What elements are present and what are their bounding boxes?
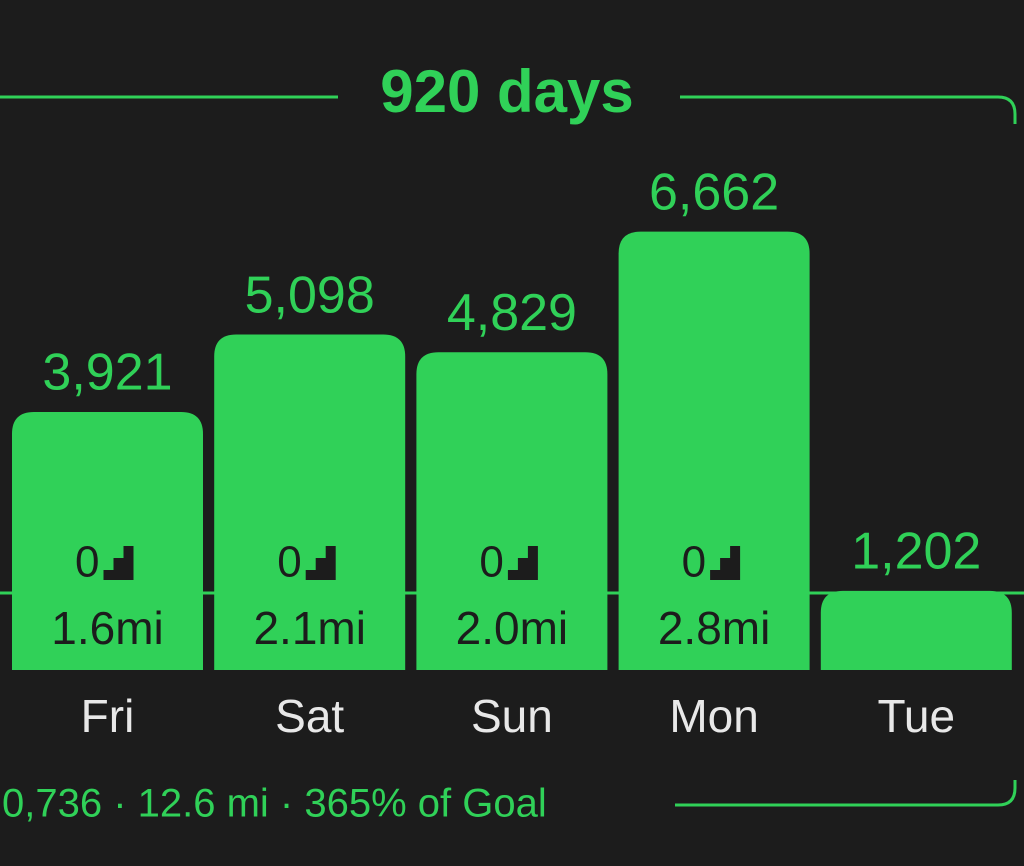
chart-title: 920 days	[380, 58, 634, 125]
bar	[416, 352, 608, 670]
bar	[214, 334, 406, 670]
value-label: 5,098	[245, 266, 375, 324]
x-tick-label: Fri	[81, 690, 135, 742]
bar	[618, 231, 810, 671]
distance-label: 2.0mi	[456, 602, 568, 654]
header-bracket	[0, 95, 1017, 124]
footer-summary: 0,736 · 12.6 mi · 365% of Goal	[2, 782, 547, 826]
value-label: 6,662	[649, 163, 779, 221]
distance-label: 2.8mi	[658, 602, 770, 654]
stairs-icon	[710, 546, 741, 580]
stairs-count: 0	[75, 538, 99, 587]
value-label: 4,829	[447, 284, 577, 342]
distance-label: 2.1mi	[253, 602, 365, 654]
bar	[820, 590, 1012, 670]
x-tick-label: Sat	[275, 690, 344, 742]
x-tick-label: Tue	[878, 690, 956, 742]
value-label: 1,202	[851, 523, 981, 581]
stairs-icon	[103, 546, 134, 580]
stairs-count: 0	[277, 538, 301, 587]
stairs-count: 0	[682, 538, 706, 587]
stairs-icon	[507, 546, 538, 580]
stairs-icon	[305, 546, 336, 580]
value-label: 3,921	[42, 344, 172, 402]
x-tick-label: Sun	[471, 690, 553, 742]
stairs-count: 0	[479, 538, 503, 587]
footer-bracket	[675, 780, 1017, 807]
distance-label: 1.6mi	[51, 602, 163, 654]
bar	[12, 411, 203, 670]
x-tick-label: Mon	[669, 690, 758, 742]
